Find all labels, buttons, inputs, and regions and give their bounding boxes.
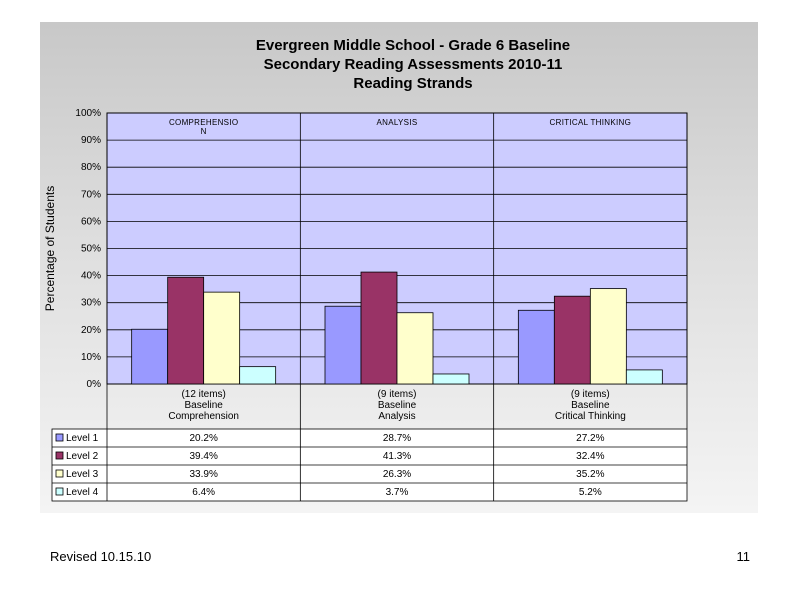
chart-title-line-1: Evergreen Middle School - Grade 6 Baseli… — [256, 37, 570, 54]
bar-level-4-1 — [239, 366, 277, 385]
category-label: (12 items) — [181, 389, 225, 400]
bar-level-2-1 — [167, 276, 205, 385]
revised-date: Revised 10.15.10 — [50, 549, 152, 564]
strand-label: ANALYSIS — [377, 118, 418, 127]
bar-level-1-2 — [324, 305, 362, 385]
strand-label: CRITICAL THINKING — [550, 118, 632, 127]
data-label: 5.2% — [579, 487, 602, 498]
chart-title-line-2: Secondary Reading Assessments 2010-11 — [264, 56, 563, 73]
category-label: Baseline — [378, 400, 417, 411]
legend-label: Level 3 — [66, 469, 99, 480]
y-tick-label: 10% — [81, 352, 101, 363]
y-tick-label: 0% — [87, 379, 102, 390]
data-label: 39.4% — [189, 451, 217, 462]
legend-swatch-level-4 — [55, 487, 64, 496]
y-tick-label: 100% — [75, 108, 101, 119]
y-axis-label: Percentage of Students — [43, 186, 57, 311]
y-tick-label: 60% — [81, 216, 101, 227]
data-label: 20.2% — [189, 433, 217, 444]
y-tick-label: 20% — [81, 325, 101, 336]
chart-title-line-3: Reading Strands — [353, 75, 472, 92]
data-label: 3.7% — [386, 487, 409, 498]
legend-label: Level 1 — [66, 433, 99, 444]
legend-label: Level 2 — [66, 451, 99, 462]
bar-level-1-3 — [517, 309, 555, 385]
category-label: Critical Thinking — [555, 411, 626, 422]
chart-svg: Evergreen Middle School - Grade 6 Baseli… — [43, 37, 688, 502]
bar-level-4-3 — [625, 369, 663, 385]
strand-label: N — [201, 127, 207, 136]
bar-level-1-1 — [131, 328, 169, 385]
category-label: Baseline — [184, 400, 223, 411]
strand-label: COMPREHENSIO — [169, 118, 238, 127]
y-tick-label: 70% — [81, 189, 101, 200]
bar-level-3-2 — [396, 312, 434, 385]
legend-swatch-level-3 — [55, 469, 64, 478]
category-label: (9 items) — [571, 389, 610, 400]
category-label: Comprehension — [168, 411, 239, 422]
y-tick-label: 90% — [81, 135, 101, 146]
bar-level-3-1 — [203, 291, 241, 385]
chart-panel: Evergreen Middle School - Grade 6 Baseli… — [40, 22, 758, 513]
bar-level-2-3 — [553, 295, 591, 385]
category-label: Analysis — [378, 411, 415, 422]
data-label: 6.4% — [192, 487, 215, 498]
category-label: Baseline — [571, 400, 610, 411]
bar-level-4-2 — [432, 373, 470, 385]
data-label: 35.2% — [576, 469, 604, 480]
y-tick-label: 80% — [81, 162, 101, 173]
data-label: 26.3% — [383, 469, 411, 480]
bar-level-3-3 — [589, 288, 627, 385]
data-label: 32.4% — [576, 451, 604, 462]
data-label: 28.7% — [383, 433, 411, 444]
page-number: 11 — [736, 549, 751, 564]
bar-level-2-2 — [360, 271, 398, 385]
data-label: 33.9% — [189, 469, 217, 480]
legend-label: Level 4 — [66, 487, 99, 498]
y-tick-label: 40% — [81, 271, 101, 282]
y-tick-label: 30% — [81, 298, 101, 309]
data-label: 41.3% — [383, 451, 411, 462]
category-label: (9 items) — [378, 389, 417, 400]
y-tick-label: 50% — [81, 244, 101, 255]
legend-swatch-level-1 — [55, 433, 64, 442]
legend-swatch-level-2 — [55, 451, 64, 460]
data-label: 27.2% — [576, 433, 604, 444]
